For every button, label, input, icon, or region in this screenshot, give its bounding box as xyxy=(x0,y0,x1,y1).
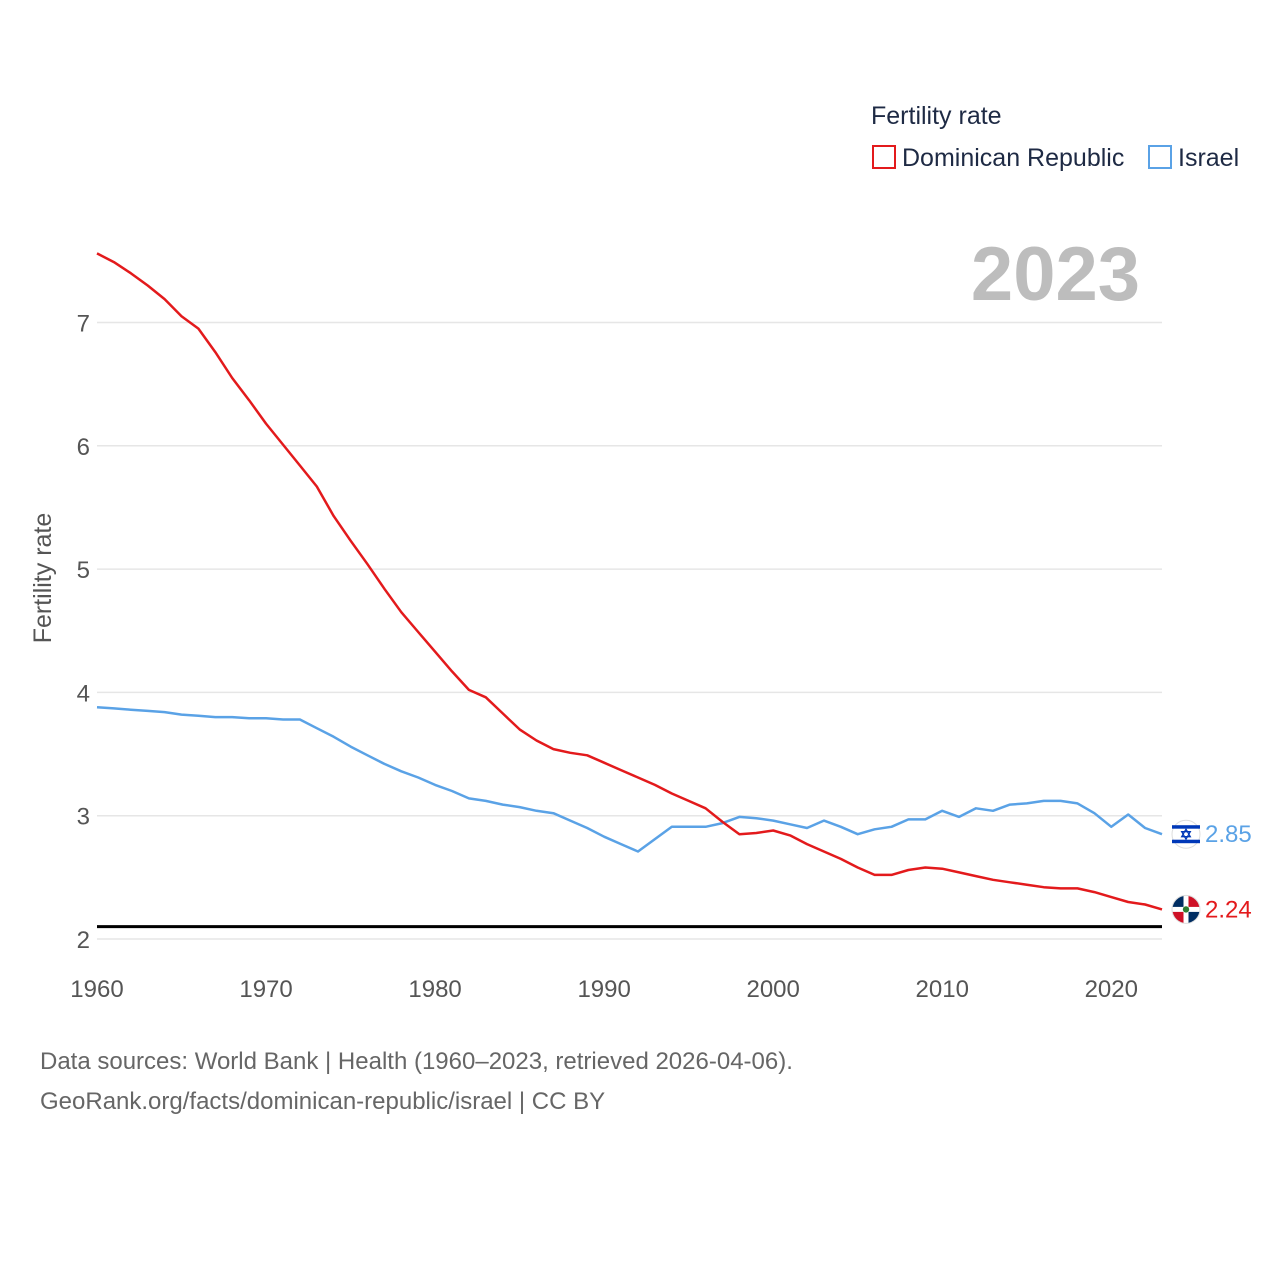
y-axis-ticks: 2 3 4 5 6 7 xyxy=(77,310,90,954)
x-tick-label: 1980 xyxy=(408,976,461,1003)
legend-title: Fertility rate xyxy=(871,102,1002,130)
y-tick-label: 5 xyxy=(77,557,90,584)
israel-end-value: 2.85 xyxy=(1205,821,1252,848)
x-tick-label: 1960 xyxy=(70,976,123,1003)
data-source-text: Data sources: World Bank | Health (1960–… xyxy=(40,1048,793,1075)
x-tick-label: 2000 xyxy=(746,976,799,1003)
series-line-dominican-republic[interactable] xyxy=(96,252,1163,911)
series-lines xyxy=(96,252,1163,911)
y-tick-label: 4 xyxy=(77,680,90,707)
y-tick-label: 7 xyxy=(77,310,90,337)
legend-swatch-dominican-republic xyxy=(872,145,896,169)
legend: Fertility rate Dominican Republic Israel xyxy=(871,102,1239,172)
attribution-link[interactable]: GeoRank.org/facts/dominican-republic/isr… xyxy=(40,1088,606,1115)
israel-flag-icon xyxy=(1171,819,1201,849)
y-tick-label: 3 xyxy=(77,804,90,831)
x-tick-label: 1990 xyxy=(577,976,630,1003)
footer: Data sources: World Bank | Health (1960–… xyxy=(40,1042,793,1122)
x-axis-ticks: 1960 1970 1980 1990 2000 2010 2020 xyxy=(70,976,1138,1003)
legend-label-dominican-republic: Dominican Republic xyxy=(902,144,1124,172)
gridlines xyxy=(97,321,1162,940)
x-tick-label: 1970 xyxy=(239,976,292,1003)
series-line-israel[interactable] xyxy=(96,705,1163,853)
x-tick-label: 2010 xyxy=(916,976,969,1003)
israel-end-marker: 2.85 xyxy=(1171,819,1252,849)
legend-item-dominican-republic[interactable]: Dominican Republic xyxy=(872,144,1124,172)
dominican-republic-flag-icon xyxy=(1171,894,1201,924)
y-axis-label: Fertility rate xyxy=(29,513,57,644)
dominican-republic-end-marker: 2.24 xyxy=(1171,894,1252,924)
dominican-republic-end-value: 2.24 xyxy=(1205,896,1252,923)
legend-label-israel: Israel xyxy=(1178,144,1239,172)
y-tick-label: 2 xyxy=(77,927,90,954)
fertility-chart: Fertility rate Dominican Republic Israel… xyxy=(29,102,1252,1003)
legend-swatch-israel xyxy=(1148,145,1172,169)
legend-item-israel[interactable]: Israel xyxy=(1148,144,1239,172)
year-watermark: 2023 xyxy=(971,232,1140,317)
y-tick-label: 6 xyxy=(77,434,90,461)
x-tick-label: 2020 xyxy=(1085,976,1138,1003)
